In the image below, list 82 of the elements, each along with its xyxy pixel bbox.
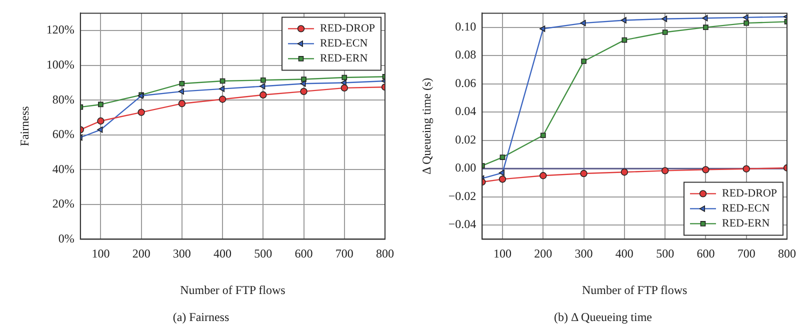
point	[260, 91, 267, 99]
point	[580, 20, 586, 26]
x-tick-label: 200	[132, 246, 150, 261]
legend-label: RED-ECN	[722, 202, 770, 215]
x-tick-label: 700	[737, 246, 756, 261]
point	[744, 20, 750, 26]
legend-label: RED-ECN	[320, 38, 368, 50]
x-tick-label: 100	[493, 246, 512, 261]
point	[98, 102, 104, 108]
legend-label: RED-ERN	[320, 52, 368, 65]
y-tick-label: 20%	[52, 196, 74, 211]
point	[301, 76, 306, 82]
y-tick-label: 0.08	[455, 48, 476, 62]
point	[178, 88, 184, 95]
x-axis-title: Number of FTP flows	[180, 282, 286, 297]
point	[661, 167, 669, 174]
x-tick-label: 500	[254, 246, 272, 261]
point	[540, 172, 547, 180]
point	[742, 14, 748, 21]
y-tick-label: 0.10	[455, 19, 476, 34]
point	[498, 170, 504, 176]
point	[500, 154, 506, 160]
text: (a) Fairness	[172, 310, 230, 325]
point	[260, 77, 266, 83]
point	[179, 80, 185, 86]
y-tick-label: 40%	[52, 162, 74, 176]
y-axis-title: Δ Queueing time (s)	[419, 78, 434, 175]
point	[300, 88, 308, 96]
y-axis-title: Fairness	[17, 106, 32, 146]
point	[620, 168, 628, 176]
legend-label: RED-ERN	[722, 218, 770, 230]
point	[742, 165, 750, 172]
y-tick-label: 0.04	[455, 104, 476, 118]
point	[97, 117, 104, 125]
y-tick-label: −0.02	[448, 188, 476, 203]
text: (b) Δ Queueing time	[552, 310, 654, 325]
point	[540, 132, 546, 138]
point	[581, 58, 586, 64]
y-tick-label: 0.02	[455, 132, 476, 146]
point	[498, 176, 506, 183]
point	[97, 126, 103, 133]
y-tick-label: −0.04	[448, 217, 476, 232]
point	[178, 100, 186, 108]
x-tick-label: 400	[615, 246, 634, 261]
point	[220, 78, 226, 84]
point	[300, 80, 306, 87]
point	[703, 24, 708, 30]
x-tick-label: 600	[294, 246, 313, 261]
x-tick-label: 600	[696, 246, 715, 261]
point	[342, 74, 348, 80]
x-tick-label: 400	[214, 246, 232, 261]
point	[218, 86, 225, 92]
point	[662, 30, 668, 35]
legend-label: RED-DROP	[320, 22, 376, 35]
x-tick-label: 800	[778, 246, 796, 261]
y-tick-label: 60%	[52, 127, 74, 142]
y-tick-label: 80%	[52, 92, 74, 106]
x-tick-label: 500	[656, 246, 674, 261]
point	[620, 17, 626, 24]
x-tick-label: 100	[92, 246, 110, 261]
y-tick-label: 0%	[58, 231, 74, 246]
point	[218, 96, 226, 103]
y-tick-label: 100%	[46, 58, 74, 72]
x-axis-title: Number of FTP flows	[582, 282, 688, 297]
y-tick-label: 0.00	[455, 160, 476, 175]
x-tick-label: 800	[376, 246, 394, 261]
point	[138, 108, 145, 116]
point	[340, 84, 348, 92]
x-tick-label: 700	[335, 246, 354, 261]
point	[580, 170, 588, 178]
y-tick-label: 120%	[46, 22, 74, 37]
x-tick-label: 300	[172, 246, 191, 261]
y-tick-label: 0.06	[455, 76, 476, 90]
point	[702, 166, 710, 174]
x-tick-label: 300	[574, 246, 593, 261]
point	[661, 16, 668, 22]
point	[622, 37, 628, 43]
point	[540, 26, 546, 32]
point	[702, 14, 708, 22]
point	[260, 83, 266, 90]
x-tick-label: 200	[534, 246, 552, 261]
legend-label: RED-DROP	[722, 188, 778, 200]
